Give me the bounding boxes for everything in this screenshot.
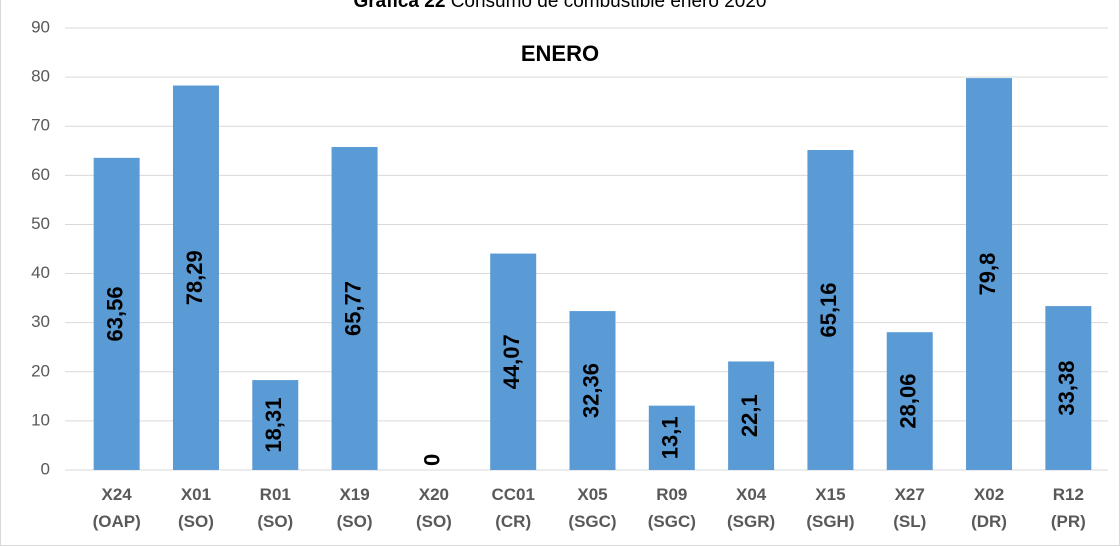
data-label: 13,1 [658,416,683,459]
x-tick-label: X15 (SGH) [806,485,854,531]
bar [252,380,299,470]
x-tick-label: X04 (SGR) [727,485,775,531]
data-label: 0 [420,454,445,466]
data-label: 28,06 [896,374,921,429]
bar [569,311,616,470]
title-label: Gráfica 22 [354,0,446,12]
x-tick-label: X05 (SGC) [568,485,616,531]
x-tick-label: X20 (SO) [416,485,452,531]
data-label: 78,29 [182,250,207,305]
y-tick-label: 20 [31,361,50,380]
bar [807,149,854,470]
y-tick-label: 40 [31,263,50,282]
x-tick-label: R09 (SGC) [648,485,696,531]
data-label: 63,56 [102,286,127,341]
bar [490,253,537,470]
x-tick-label: R12 (PR) [1051,485,1086,531]
bar [93,157,140,470]
data-label: 33,38 [1054,361,1079,416]
data-label: 22,1 [737,394,762,437]
x-tick-label: R01 (SO) [257,485,293,531]
data-label: 65,77 [340,281,365,336]
y-tick-label: 30 [31,312,50,331]
x-tick-label: X24 (OAP) [93,485,141,531]
y-tick-label: 70 [31,116,50,135]
title-text: Consumo de combustible enero 2020 [451,0,767,12]
data-label: 65,16 [816,282,841,337]
chart-title: Gráfica 22 Consumo de combustible enero … [354,0,767,12]
bar [886,332,933,470]
y-tick-label: 50 [31,214,50,233]
x-tick-label: CC01 (CR) [491,485,534,531]
data-label: 32,36 [578,363,603,418]
bar [966,78,1013,471]
data-label: 18,31 [261,398,286,453]
bar [1045,306,1092,470]
bar [172,85,219,471]
x-tick-label: X02 (DR) [971,485,1007,531]
y-tick-label: 90 [31,17,50,36]
x-tick-label: X27 (SL) [893,485,926,531]
y-tick-label: 80 [31,67,50,86]
x-tick-label: X01 (SO) [178,485,214,531]
data-label: 79,8 [975,253,1000,296]
y-tick-label: 10 [31,410,50,429]
y-tick-label: 60 [31,165,50,184]
bar [728,361,775,470]
y-tick-label: 0 [41,459,50,478]
chart-subtitle: ENERO [521,41,599,66]
x-tick-label: X19 (SO) [337,485,373,531]
data-label: 44,07 [499,334,524,389]
bar [331,146,378,470]
bar [648,405,695,470]
